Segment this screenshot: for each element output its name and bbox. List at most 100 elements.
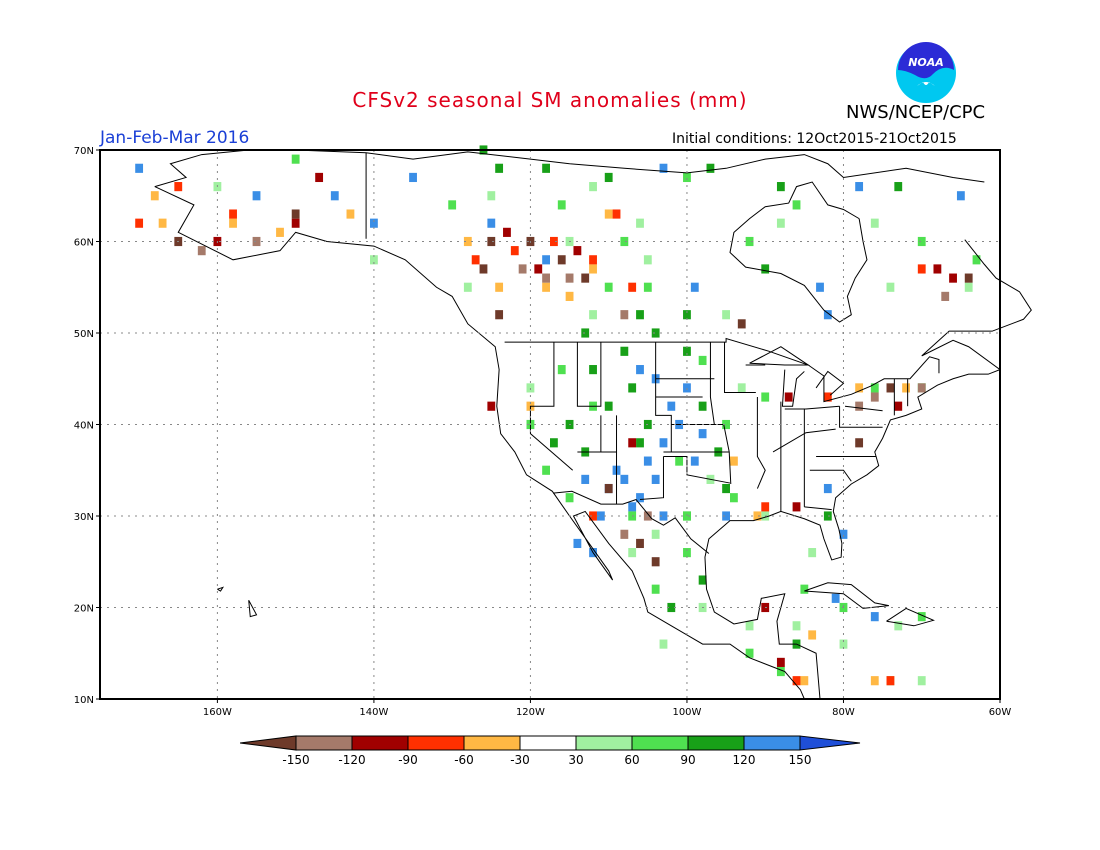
anomaly-cell bbox=[620, 474, 629, 484]
anomaly-cell bbox=[174, 182, 183, 192]
anomaly-cell bbox=[542, 282, 550, 292]
anomaly-cell bbox=[581, 474, 590, 484]
anomaly-cell bbox=[917, 612, 926, 622]
hawaii-outline bbox=[248, 599, 258, 618]
anomaly-cell bbox=[894, 621, 903, 631]
anomaly-cell bbox=[487, 218, 496, 228]
anomaly-cell bbox=[761, 502, 770, 512]
anomaly-cell bbox=[651, 328, 660, 338]
anomaly-cell bbox=[276, 227, 284, 237]
anomaly-cell bbox=[667, 401, 676, 411]
lake-huron bbox=[815, 370, 845, 396]
legend-label: -90 bbox=[398, 753, 418, 767]
anomaly-cell bbox=[722, 511, 730, 521]
legend-label: -60 bbox=[454, 753, 474, 767]
anomaly-cell bbox=[643, 255, 652, 265]
anomaly-cell bbox=[737, 383, 746, 393]
legend-swatch bbox=[631, 735, 689, 751]
anomaly-cell bbox=[346, 209, 355, 219]
anomaly-cell bbox=[518, 264, 527, 274]
anomaly-cell bbox=[565, 273, 574, 283]
anomaly-cell bbox=[636, 493, 644, 503]
lon-tick-label: 120W bbox=[516, 707, 545, 718]
anomaly-cell bbox=[683, 548, 691, 558]
anomaly-cell bbox=[792, 676, 801, 686]
state-border bbox=[639, 456, 664, 501]
lat-tick-label: 50N bbox=[74, 329, 94, 340]
anomaly-cell bbox=[698, 401, 707, 411]
anomaly-cell bbox=[870, 392, 879, 402]
anomaly-cell bbox=[197, 246, 206, 256]
state-border bbox=[772, 428, 836, 453]
anomaly-cell bbox=[628, 383, 637, 393]
anomaly-cell bbox=[690, 282, 699, 292]
hispaniola-outline bbox=[886, 607, 935, 627]
logo-text: NOAA bbox=[908, 56, 944, 69]
anomaly-cell bbox=[870, 383, 879, 393]
lat-tick-label: 30N bbox=[74, 512, 94, 523]
anomaly-cell bbox=[589, 365, 597, 375]
legend-label: 30 bbox=[568, 753, 583, 767]
anomaly-cell bbox=[479, 264, 488, 274]
legend-swatch bbox=[407, 735, 465, 751]
state-border bbox=[576, 342, 602, 407]
lon-tick-label: 160W bbox=[203, 707, 232, 718]
legend-label: 150 bbox=[789, 753, 812, 767]
anomaly-cell bbox=[917, 676, 926, 686]
anomaly-cell bbox=[698, 575, 707, 585]
anomaly-cell bbox=[667, 602, 676, 613]
anomaly-cell bbox=[784, 392, 793, 402]
anomaly-cell bbox=[628, 548, 637, 558]
anomaly-cell bbox=[972, 255, 981, 265]
noaa-logo-icon: NOAA bbox=[896, 42, 956, 103]
anomaly-cell bbox=[620, 310, 629, 320]
legend-label: 90 bbox=[680, 753, 695, 767]
anomaly-cell bbox=[917, 264, 926, 274]
anomaly-cell bbox=[291, 209, 300, 219]
anomaly-cell bbox=[933, 264, 942, 274]
legend-label: 60 bbox=[624, 753, 639, 767]
anomaly-cell bbox=[581, 328, 590, 338]
anomaly-cell bbox=[628, 282, 637, 292]
anomaly-cell bbox=[800, 584, 809, 594]
anomaly-cell bbox=[557, 200, 566, 210]
anomaly-cell bbox=[800, 676, 809, 686]
anomaly-cell bbox=[510, 246, 519, 256]
anomaly-cell bbox=[659, 438, 668, 448]
anomaly-cell bbox=[487, 236, 496, 247]
anomaly-cell bbox=[487, 191, 496, 201]
anomaly-cell bbox=[730, 493, 738, 503]
anomaly-cell bbox=[917, 383, 926, 393]
anomaly-cell bbox=[886, 383, 895, 393]
anomaly-cell bbox=[651, 529, 660, 539]
anomaly-cell bbox=[573, 246, 582, 256]
anomaly-cell bbox=[870, 676, 879, 686]
anomaly-cell bbox=[823, 310, 832, 320]
anomaly-cell bbox=[315, 172, 324, 183]
anomaly-cell bbox=[894, 401, 903, 411]
anomaly-cell bbox=[550, 438, 558, 448]
anomaly-cell bbox=[706, 163, 715, 173]
anomaly-cell bbox=[565, 493, 574, 503]
anomaly-cell bbox=[894, 182, 903, 192]
anomaly-cell bbox=[761, 392, 770, 402]
anomaly-cell bbox=[542, 273, 550, 283]
anomaly-cell bbox=[330, 191, 339, 201]
pacific-coastline bbox=[154, 186, 805, 700]
anomaly-cell bbox=[776, 657, 785, 667]
legend-swatch bbox=[519, 735, 577, 751]
anomaly-cell bbox=[542, 465, 550, 475]
anomaly-cell bbox=[683, 383, 691, 393]
anomaly-cell bbox=[471, 255, 480, 265]
anomaly-cell bbox=[565, 291, 574, 301]
us-canada-border bbox=[504, 337, 940, 403]
anomaly-cell bbox=[463, 236, 472, 247]
anomaly-cell bbox=[596, 511, 605, 521]
anomaly-cell bbox=[808, 548, 817, 558]
anomaly-cell bbox=[745, 621, 754, 631]
anomaly-cell bbox=[495, 310, 504, 320]
anomaly-cell bbox=[495, 163, 504, 173]
anomaly-cell bbox=[620, 346, 629, 356]
anomaly-cell bbox=[659, 511, 668, 521]
anomaly-cell bbox=[581, 273, 590, 283]
